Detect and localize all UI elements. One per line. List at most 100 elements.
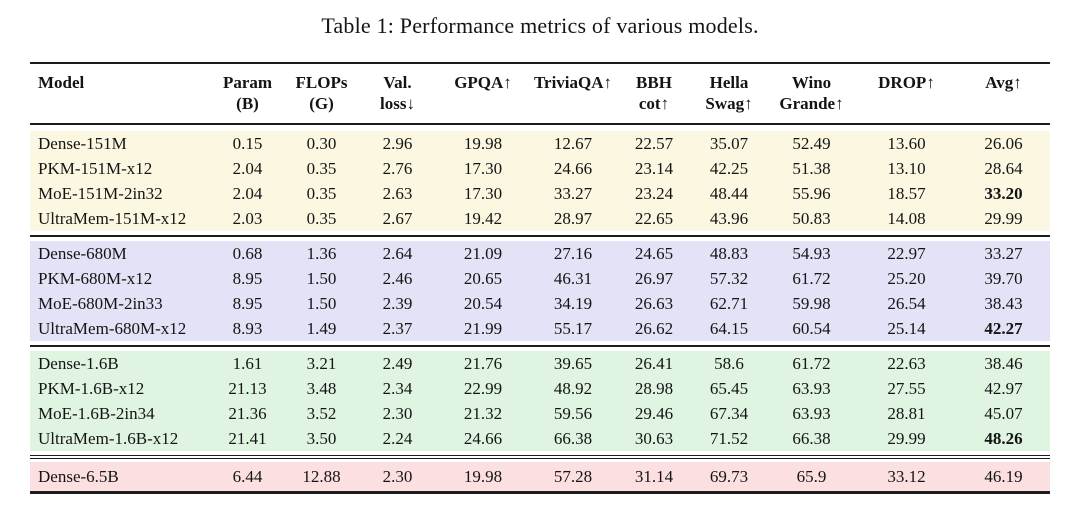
column-header-drop: DROP↑	[878, 73, 935, 92]
metric-cell: 48.26	[984, 429, 1023, 448]
metric-cell: 26.06	[984, 134, 1023, 153]
table-row: Dense-151M 0.15 0.30 2.96 19.98 12.67 22.57 35.…	[30, 131, 1050, 156]
column-header-bbh: BBH cot↑	[636, 73, 672, 113]
metric-cell: 2.34	[382, 379, 413, 398]
model-name-cell: PKM-680M-x12	[38, 269, 153, 288]
metrics-table: Model Param (B) FLOPs (G) Val. loss↓ GPQA↑ Trivi…	[30, 62, 1050, 494]
table-row: PKM-680M-x12 8.95 1.50 2.46 20.65 46.31 26.97 5…	[30, 266, 1050, 291]
metric-cell: 2.04	[232, 184, 263, 203]
metric-cell: 31.14	[634, 467, 674, 486]
table-row: PKM-1.6B-x12 21.13 3.48 2.34 22.99 48.92 28.98…	[30, 376, 1050, 401]
double-rule	[30, 454, 1050, 459]
metric-cell: 23.14	[634, 159, 674, 178]
column-header-gpqa: GPQA↑	[454, 73, 512, 92]
table-row: UltraMem-151M-x12 2.03 0.35 2.67 19.42 28.97 2…	[30, 206, 1050, 231]
metric-cell: 19.98	[463, 134, 503, 153]
metric-cell: 2.96	[382, 134, 413, 153]
table-row: Dense-680M 0.68 1.36 2.64 21.09 27.16 24.65 48.…	[30, 241, 1050, 266]
metric-cell: 42.97	[984, 379, 1023, 398]
metric-cell: 22.99	[463, 379, 503, 398]
metric-cell: 2.04	[232, 159, 263, 178]
metric-cell: 39.65	[553, 354, 593, 373]
group-separator	[30, 451, 1050, 462]
metric-cell: 58.6	[714, 354, 744, 373]
table-row: Dense-6.5B 6.44 12.88 2.30 19.98 57.28 31.14 69…	[30, 462, 1050, 493]
metric-cell: 34.19	[553, 294, 593, 313]
metric-cell: 2.63	[382, 184, 413, 203]
metric-cell: 42.27	[984, 319, 1023, 338]
metric-cell: 33.20	[984, 184, 1023, 203]
metric-cell: 0.35	[306, 184, 337, 203]
metric-cell: 61.72	[792, 269, 831, 288]
metric-cell: 19.98	[463, 467, 503, 486]
metric-cell: 12.88	[302, 467, 341, 486]
metric-cell: 25.14	[887, 319, 926, 338]
metric-cell: 0.15	[232, 134, 263, 153]
column-header-hella: Hella Swag↑	[705, 73, 753, 113]
metric-cell: 55.17	[553, 319, 593, 338]
metric-cell: 33.12	[887, 467, 926, 486]
metric-cell: 59.98	[792, 294, 831, 313]
table-header: Model Param (B) FLOPs (G) Val. loss↓ GPQA↑ Trivi…	[30, 63, 1050, 124]
metric-cell: 1.36	[306, 244, 337, 263]
row-group-65b: Dense-6.5B 6.44 12.88 2.30 19.98 57.28 31.14 69…	[30, 462, 1050, 493]
model-name-cell: MoE-1.6B-2in34	[38, 404, 155, 423]
metric-cell: 2.03	[232, 209, 263, 228]
metric-cell: 63.93	[792, 404, 831, 423]
metric-cell: 33.27	[553, 184, 593, 203]
metric-cell: 26.62	[634, 319, 674, 338]
metric-cell: 14.08	[887, 209, 926, 228]
single-rule	[30, 345, 1050, 347]
metric-cell: 67.34	[709, 404, 749, 423]
metric-cell: 57.32	[709, 269, 749, 288]
metric-cell: 2.49	[382, 354, 413, 373]
metric-cell: 51.38	[792, 159, 831, 178]
metric-cell: 46.31	[553, 269, 593, 288]
metric-cell: 48.92	[553, 379, 593, 398]
metric-cell: 63.93	[792, 379, 831, 398]
metric-cell: 26.63	[634, 294, 674, 313]
metric-cell: 8.93	[232, 319, 263, 338]
metric-cell: 38.43	[984, 294, 1023, 313]
metric-cell: 2.76	[382, 159, 413, 178]
metric-cell: 13.60	[887, 134, 926, 153]
metric-cell: 28.81	[887, 404, 926, 423]
table-row: MoE-680M-2in33 8.95 1.50 2.39 20.54 34.19 26.6…	[30, 291, 1050, 316]
metric-cell: 61.72	[792, 354, 831, 373]
metric-cell: 20.54	[463, 294, 503, 313]
metric-cell: 65.45	[709, 379, 749, 398]
model-name-cell: Dense-1.6B	[38, 354, 119, 373]
model-name-cell: PKM-1.6B-x12	[38, 379, 145, 398]
metric-cell: 21.99	[463, 319, 503, 338]
group-separator	[30, 231, 1050, 241]
metric-cell: 0.35	[306, 159, 337, 178]
metric-cell: 42.25	[709, 159, 749, 178]
model-name-cell: UltraMem-680M-x12	[38, 319, 187, 338]
metric-cell: 3.50	[306, 429, 337, 448]
metric-cell: 3.52	[306, 404, 337, 423]
metric-cell: 0.30	[306, 134, 337, 153]
metric-cell: 35.07	[709, 134, 749, 153]
metric-cell: 38.46	[984, 354, 1023, 373]
metric-cell: 0.68	[232, 244, 263, 263]
metric-cell: 39.70	[984, 269, 1023, 288]
model-name-cell: PKM-151M-x12	[38, 159, 153, 178]
metric-cell: 21.41	[228, 429, 267, 448]
metric-cell: 60.54	[792, 319, 831, 338]
metric-cell: 21.13	[228, 379, 267, 398]
metric-cell: 59.56	[553, 404, 593, 423]
model-name-cell: UltraMem-1.6B-x12	[38, 429, 179, 448]
metric-cell: 29.46	[634, 404, 674, 423]
metric-cell: 48.44	[709, 184, 749, 203]
metric-cell: 65.9	[796, 467, 827, 486]
metric-cell: 26.54	[887, 294, 926, 313]
metric-cell: 22.97	[887, 244, 926, 263]
model-name-cell: Dense-6.5B	[38, 467, 119, 486]
model-name-cell: MoE-680M-2in33	[38, 294, 163, 313]
metric-cell: 6.44	[232, 467, 263, 486]
metric-cell: 69.73	[709, 467, 749, 486]
metric-cell: 2.46	[382, 269, 413, 288]
metric-cell: 17.30	[463, 159, 503, 178]
metric-cell: 8.95	[232, 269, 263, 288]
metric-cell: 46.19	[984, 467, 1023, 486]
